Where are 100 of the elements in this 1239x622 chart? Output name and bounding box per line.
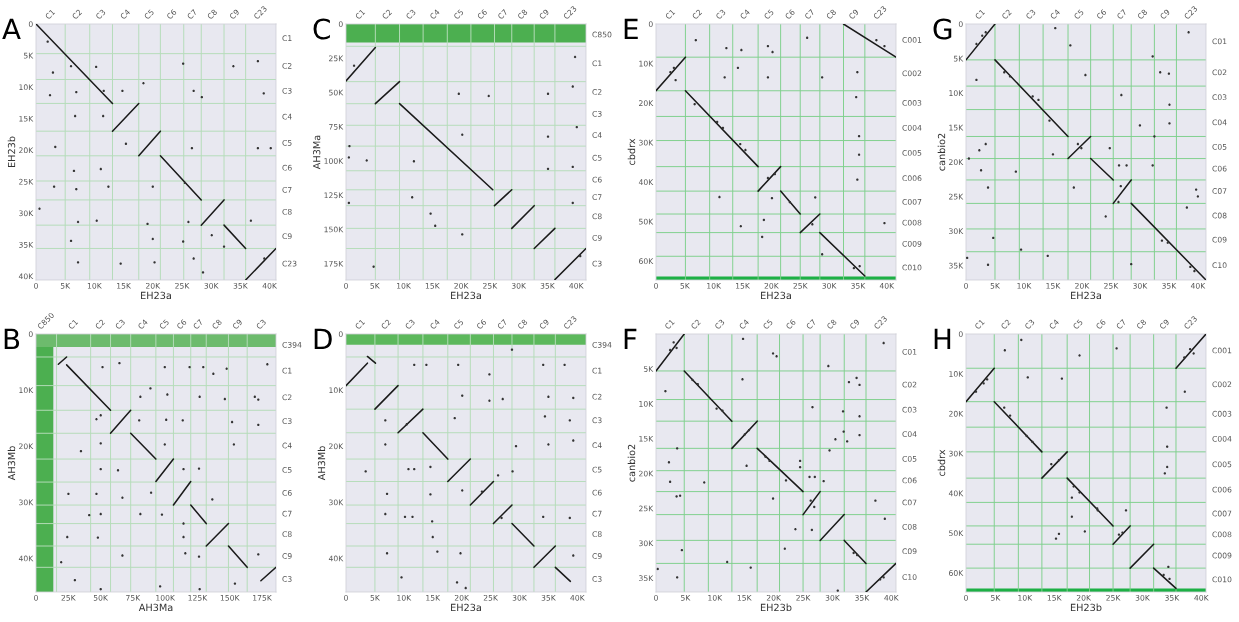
point (675, 346, 678, 350)
point (107, 185, 110, 188)
x-axis-title: EH23a (451, 603, 482, 612)
point (966, 256, 969, 260)
point (488, 373, 491, 376)
point (743, 433, 747, 436)
point (225, 367, 228, 370)
point (664, 389, 667, 393)
point (400, 576, 403, 579)
point (500, 516, 503, 520)
point (166, 393, 169, 396)
point (1185, 206, 1189, 209)
point (364, 470, 367, 473)
point (119, 262, 122, 265)
point (1048, 119, 1051, 122)
point (188, 365, 191, 369)
point (436, 550, 439, 553)
point (1125, 164, 1128, 167)
point (187, 220, 190, 224)
point (809, 499, 812, 502)
point (1151, 164, 1154, 167)
point (715, 407, 718, 410)
point (1031, 440, 1034, 444)
point (1117, 164, 1121, 167)
point (192, 257, 195, 260)
x-axis-title: EH23a (761, 291, 792, 300)
y-axis-title: cbdrx (627, 138, 636, 166)
point (745, 464, 748, 467)
point (693, 102, 696, 106)
point (1003, 406, 1006, 409)
point (67, 492, 70, 496)
point (182, 522, 185, 525)
point (771, 352, 775, 355)
point (1084, 73, 1087, 77)
point (841, 410, 845, 413)
point (1168, 122, 1171, 125)
point (723, 76, 726, 79)
point (828, 449, 831, 452)
point (1138, 124, 1142, 127)
chart-title: A (2, 18, 21, 40)
point (836, 589, 839, 592)
point (842, 430, 845, 433)
point (118, 361, 121, 365)
point (1078, 354, 1081, 357)
point (425, 363, 428, 367)
point (1192, 352, 1195, 355)
point (845, 440, 849, 443)
point (153, 261, 156, 264)
point (982, 382, 985, 385)
point (257, 398, 260, 401)
point (455, 581, 459, 584)
point (547, 443, 550, 446)
y-axis-title: canbio2 (627, 444, 636, 482)
point (461, 233, 464, 236)
point (232, 65, 235, 68)
point (182, 535, 185, 539)
point (1069, 44, 1072, 47)
point (768, 459, 771, 463)
point (875, 38, 878, 42)
point (1031, 95, 1034, 98)
point (99, 442, 102, 445)
point (718, 195, 721, 199)
point (794, 528, 797, 531)
point (1051, 153, 1055, 156)
point (1165, 406, 1168, 409)
x-axis-title: AH3Ma (138, 603, 173, 612)
x-axis-title: EH23a (1071, 291, 1102, 300)
point (855, 376, 858, 380)
point (347, 156, 351, 159)
point (808, 475, 811, 479)
point (878, 578, 882, 581)
point (1121, 531, 1124, 534)
point (856, 178, 859, 181)
point (429, 465, 432, 469)
point (384, 443, 387, 446)
x-axis-title: EH23b (1070, 603, 1102, 612)
point (1070, 496, 1074, 499)
point (372, 265, 375, 268)
chart-title: B (4, 328, 20, 350)
chart-title: D (314, 328, 332, 350)
point (814, 196, 817, 199)
point (811, 223, 814, 226)
point (384, 419, 387, 422)
point (1080, 147, 1083, 150)
chart-title: H (934, 328, 951, 350)
point (1060, 377, 1064, 380)
point (181, 240, 185, 243)
point (263, 257, 266, 260)
point (784, 479, 788, 482)
point (568, 419, 572, 422)
point (1117, 200, 1120, 204)
point (348, 144, 351, 148)
x-axis-title: EH23a (451, 291, 482, 300)
point (975, 78, 978, 82)
chart-title: E (624, 18, 638, 40)
point (160, 513, 164, 516)
point (858, 433, 861, 437)
point (1168, 577, 1171, 581)
y-axis-title: EH23b (7, 136, 16, 168)
point (511, 470, 514, 473)
